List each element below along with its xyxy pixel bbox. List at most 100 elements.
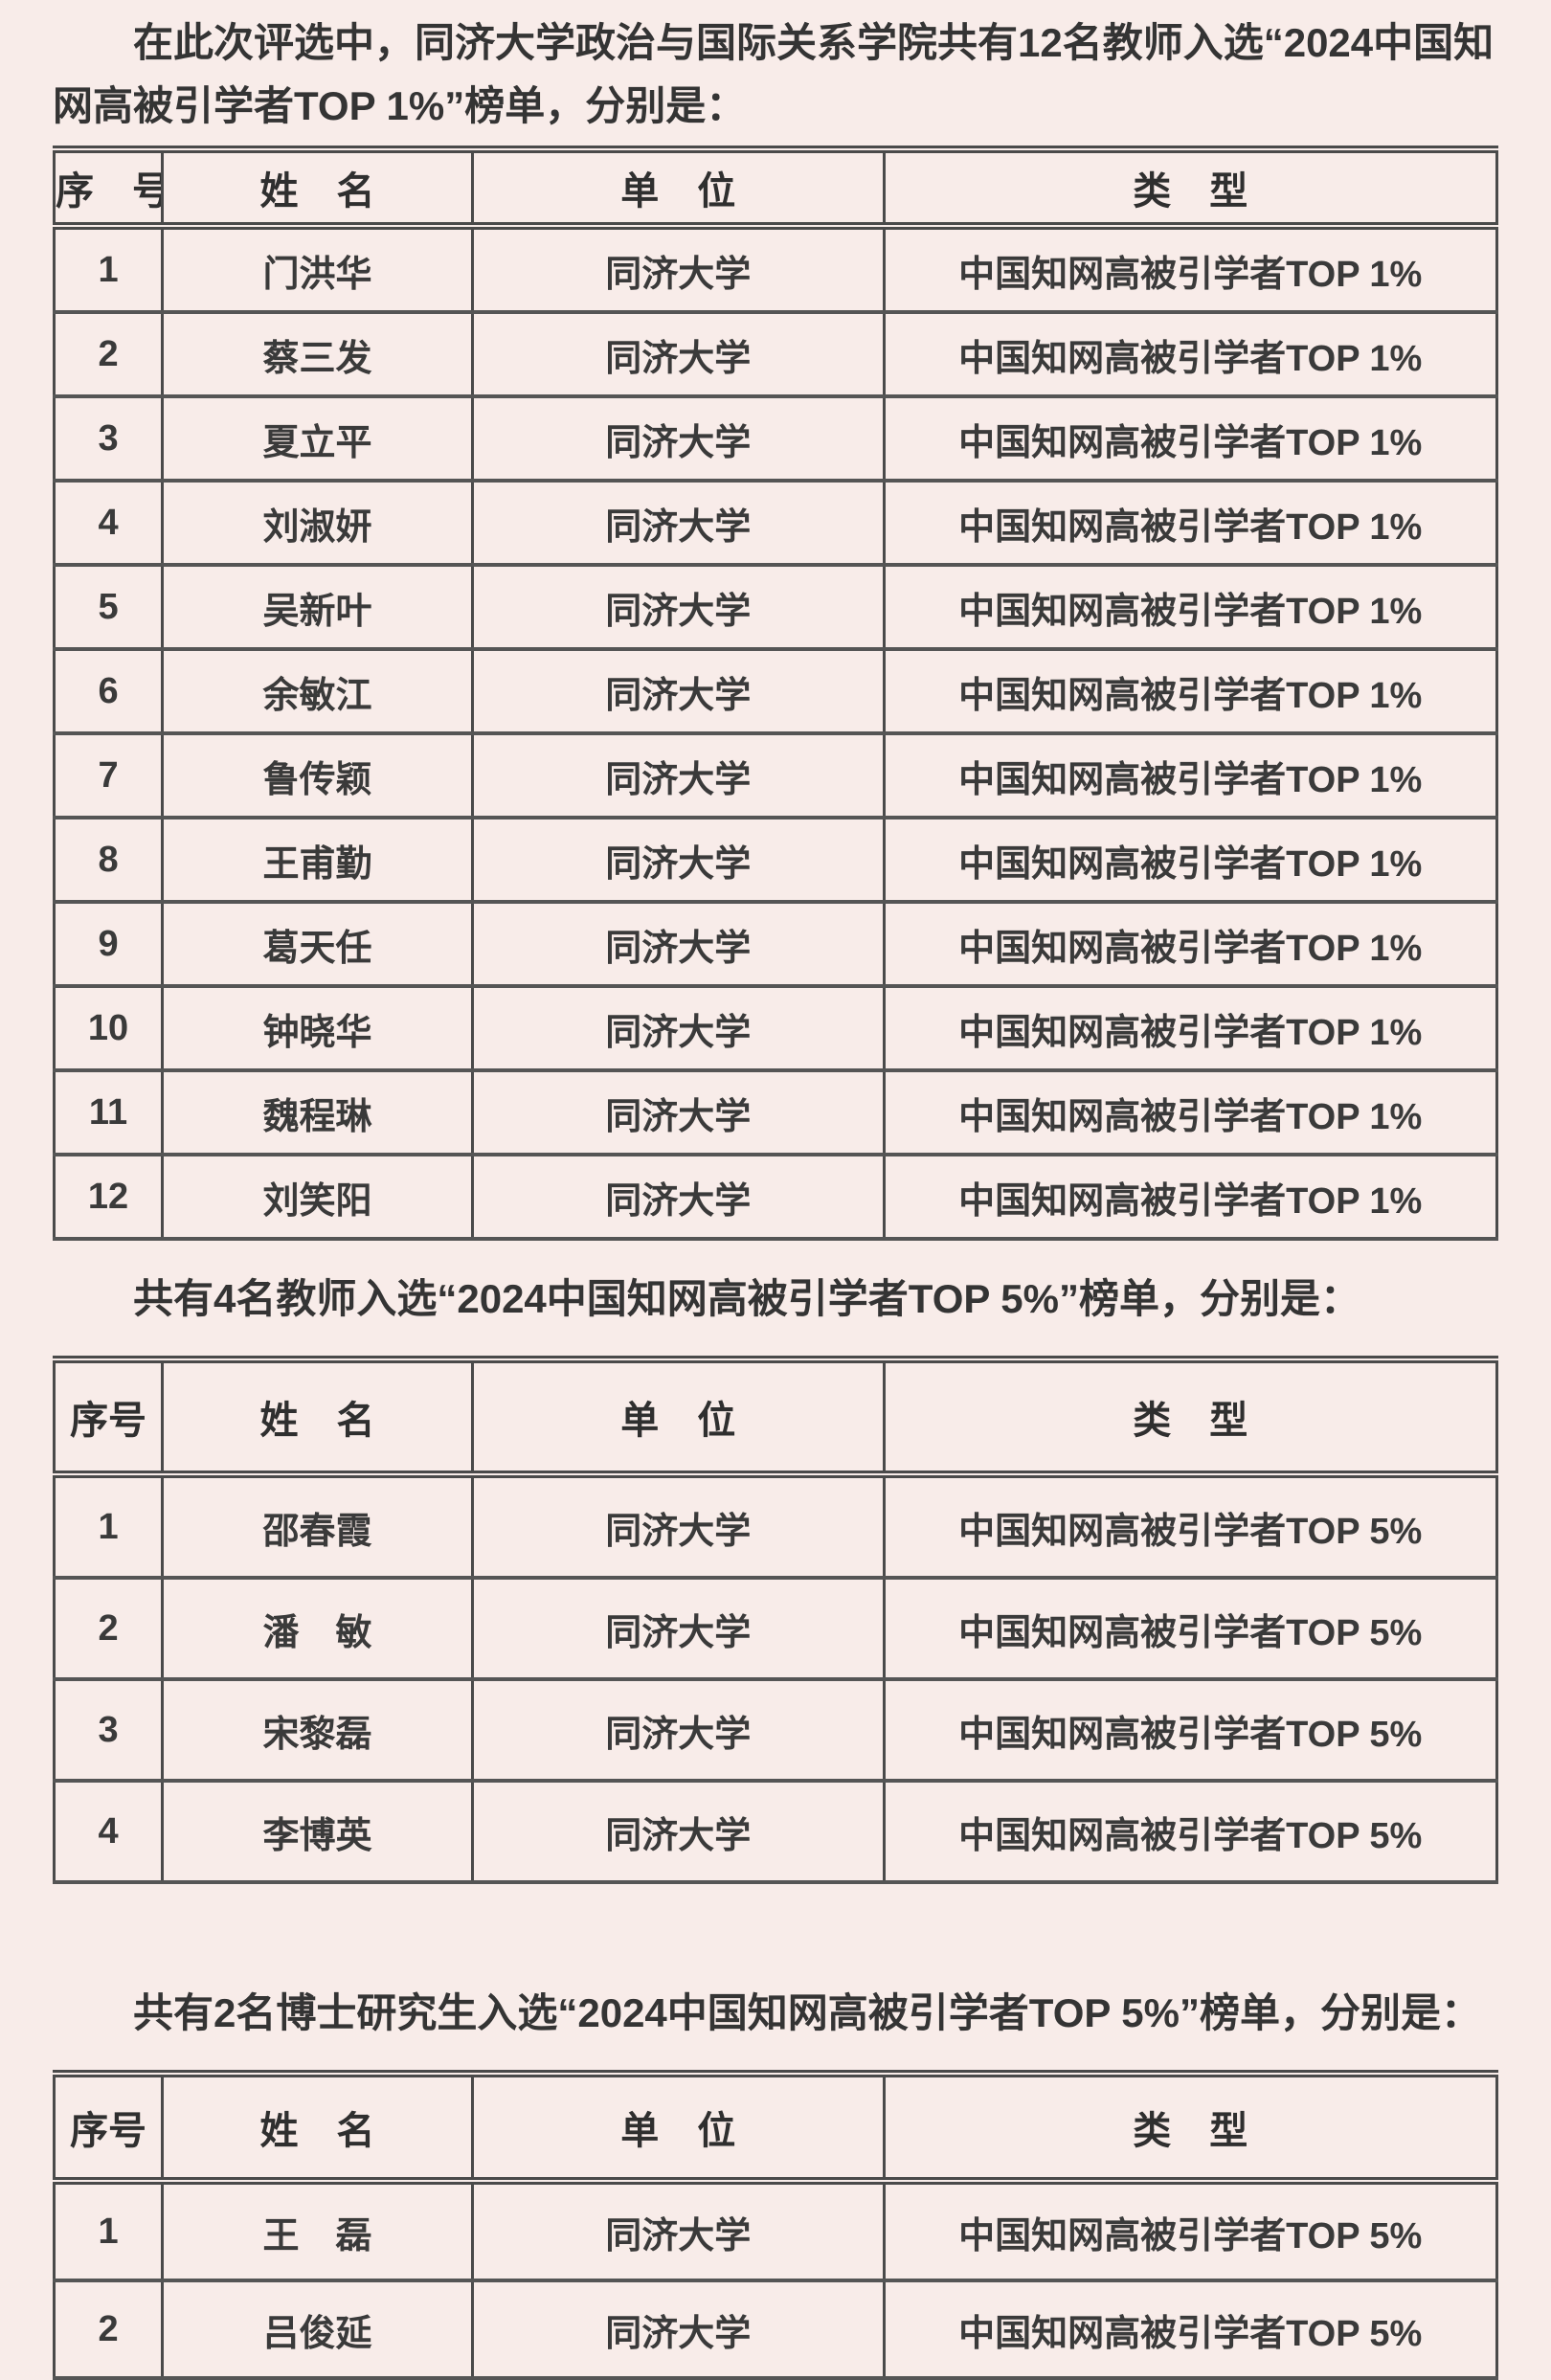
unit-cell: 同济大学 [471, 647, 886, 735]
rank-cell: 7 [52, 731, 165, 820]
name-cell: 门洪华 [161, 224, 475, 314]
column-header-name: 姓 名 [161, 1358, 475, 1478]
unit-cell: 同济大学 [471, 1576, 886, 1681]
type-cell: 中国知网高被引学者TOP 1% [882, 1068, 1498, 1156]
rank-cell: 6 [52, 647, 165, 735]
rank-cell: 4 [52, 479, 165, 567]
column-header-name: 姓 名 [161, 147, 475, 230]
table-top5-teachers: 序号 姓 名 单 位 类 型 1 邵春霞 同济大学 中国知网高被引学者TOP 5… [52, 1356, 1498, 1884]
type-cell: 中国知网高被引学者TOP 1% [882, 731, 1498, 820]
table-row: 9 葛天任 同济大学 中国知网高被引学者TOP 1% [52, 900, 1498, 988]
column-header-unit: 单 位 [471, 1358, 886, 1478]
rank-cell: 10 [52, 984, 165, 1072]
rank-cell: 1 [52, 2179, 165, 2282]
unit-cell: 同济大学 [471, 479, 886, 567]
table-row: 2 吕俊延 同济大学 中国知网高被引学者TOP 5% [52, 2279, 1498, 2380]
unit-cell: 同济大学 [471, 731, 886, 820]
unit-cell: 同济大学 [471, 2179, 886, 2282]
table-row: 5 吴新叶 同济大学 中国知网高被引学者TOP 1% [52, 563, 1498, 651]
type-cell: 中国知网高被引学者TOP 5% [882, 1677, 1498, 1783]
name-cell: 葛天任 [161, 900, 475, 988]
column-header-rank: 序 号 [52, 147, 165, 230]
type-cell: 中国知网高被引学者TOP 1% [882, 310, 1498, 398]
name-cell: 刘淑妍 [161, 479, 475, 567]
table-row: 10 钟晓华 同济大学 中国知网高被引学者TOP 1% [52, 984, 1498, 1072]
unit-cell: 同济大学 [471, 900, 886, 988]
unit-cell: 同济大学 [471, 224, 886, 314]
column-header-type: 类 型 [882, 2072, 1498, 2185]
unit-cell: 同济大学 [471, 563, 886, 651]
rank-cell: 2 [52, 1576, 165, 1681]
table-row: 6 余敏江 同济大学 中国知网高被引学者TOP 1% [52, 647, 1498, 735]
table-row: 3 宋黎磊 同济大学 中国知网高被引学者TOP 5% [52, 1677, 1498, 1783]
type-cell: 中国知网高被引学者TOP 1% [882, 984, 1498, 1072]
rank-cell: 2 [52, 2279, 165, 2380]
unit-cell: 同济大学 [471, 394, 886, 483]
name-cell: 宋黎磊 [161, 1677, 475, 1783]
table-row: 2 蔡三发 同济大学 中国知网高被引学者TOP 1% [52, 310, 1498, 398]
intro-paragraph: 在此次评选中，同济大学政治与国际关系学院共有12名教师入选“2024中国知网高被… [53, 20, 1495, 128]
column-header-type: 类 型 [882, 147, 1498, 230]
rank-cell: 5 [52, 563, 165, 651]
table-header-row: 序号 姓 名 单 位 类 型 [52, 1358, 1498, 1478]
unit-cell: 同济大学 [471, 310, 886, 398]
unit-cell: 同济大学 [471, 1472, 886, 1580]
unit-cell: 同济大学 [471, 1677, 886, 1783]
unit-cell: 同济大学 [471, 1153, 886, 1241]
type-cell: 中国知网高被引学者TOP 5% [882, 1779, 1498, 1884]
rank-cell: 3 [52, 1677, 165, 1783]
name-cell: 钟晓华 [161, 984, 475, 1072]
name-cell: 蔡三发 [161, 310, 475, 398]
rank-cell: 3 [52, 394, 165, 483]
type-cell: 中国知网高被引学者TOP 1% [882, 900, 1498, 988]
name-cell: 魏程琳 [161, 1068, 475, 1156]
table-row: 11 魏程琳 同济大学 中国知网高被引学者TOP 1% [52, 1068, 1498, 1156]
rank-cell: 1 [52, 224, 165, 314]
name-cell: 夏立平 [161, 394, 475, 483]
rank-cell: 9 [52, 900, 165, 988]
table-row: 4 刘淑妍 同济大学 中国知网高被引学者TOP 1% [52, 479, 1498, 567]
column-header-rank: 序号 [52, 2072, 165, 2185]
type-cell: 中国知网高被引学者TOP 1% [882, 563, 1498, 651]
column-header-unit: 单 位 [471, 147, 886, 230]
type-cell: 中国知网高被引学者TOP 1% [882, 224, 1498, 314]
type-cell: 中国知网高被引学者TOP 5% [882, 1576, 1498, 1681]
section-heading-top5-teachers: 共有4名教师入选“2024中国知网高被引学者TOP 5%”榜单，分别是： [133, 1276, 1360, 1321]
table-row: 1 门洪华 同济大学 中国知网高被引学者TOP 1% [52, 224, 1498, 314]
name-cell: 王 磊 [161, 2179, 475, 2282]
table-header-row: 序 号 姓 名 单 位 类 型 [52, 147, 1498, 230]
table-row: 3 夏立平 同济大学 中国知网高被引学者TOP 1% [52, 394, 1498, 483]
column-header-rank: 序号 [52, 1358, 165, 1478]
type-cell: 中国知网高被引学者TOP 1% [882, 816, 1498, 904]
column-header-name: 姓 名 [161, 2072, 475, 2185]
name-cell: 刘笑阳 [161, 1153, 475, 1241]
table-top5-phd: 序号 姓 名 单 位 类 型 1 王 磊 同济大学 中国知网高被引学者TOP 5… [52, 2070, 1498, 2380]
unit-cell: 同济大学 [471, 1779, 886, 1884]
unit-cell: 同济大学 [471, 1068, 886, 1156]
column-header-type: 类 型 [882, 1358, 1498, 1478]
type-cell: 中国知网高被引学者TOP 5% [882, 2179, 1498, 2282]
name-cell: 吕俊延 [161, 2279, 475, 2380]
name-cell: 邵春霞 [161, 1472, 475, 1580]
type-cell: 中国知网高被引学者TOP 1% [882, 479, 1498, 567]
table-top1: 序 号 姓 名 单 位 类 型 1 门洪华 同济大学 中国知网高被引学者TOP … [52, 146, 1498, 1241]
rank-cell: 1 [52, 1472, 165, 1580]
table-header-row: 序号 姓 名 单 位 类 型 [52, 2072, 1498, 2185]
table-row: 8 王甫勤 同济大学 中国知网高被引学者TOP 1% [52, 816, 1498, 904]
type-cell: 中国知网高被引学者TOP 5% [882, 1472, 1498, 1580]
name-cell: 李博英 [161, 1779, 475, 1884]
table-row: 12 刘笑阳 同济大学 中国知网高被引学者TOP 1% [52, 1153, 1498, 1241]
unit-cell: 同济大学 [471, 2279, 886, 2380]
column-header-unit: 单 位 [471, 2072, 886, 2185]
name-cell: 王甫勤 [161, 816, 475, 904]
name-cell: 鲁传颖 [161, 731, 475, 820]
table-row: 1 王 磊 同济大学 中国知网高被引学者TOP 5% [52, 2179, 1498, 2282]
rank-cell: 4 [52, 1779, 165, 1884]
type-cell: 中国知网高被引学者TOP 1% [882, 647, 1498, 735]
rank-cell: 2 [52, 310, 165, 398]
section-heading-top5-phd: 共有2名博士研究生入选“2024中国知网高被引学者TOP 5%”榜单，分别是： [133, 1990, 1481, 2035]
unit-cell: 同济大学 [471, 984, 886, 1072]
type-cell: 中国知网高被引学者TOP 1% [882, 1153, 1498, 1241]
name-cell: 潘 敏 [161, 1576, 475, 1681]
